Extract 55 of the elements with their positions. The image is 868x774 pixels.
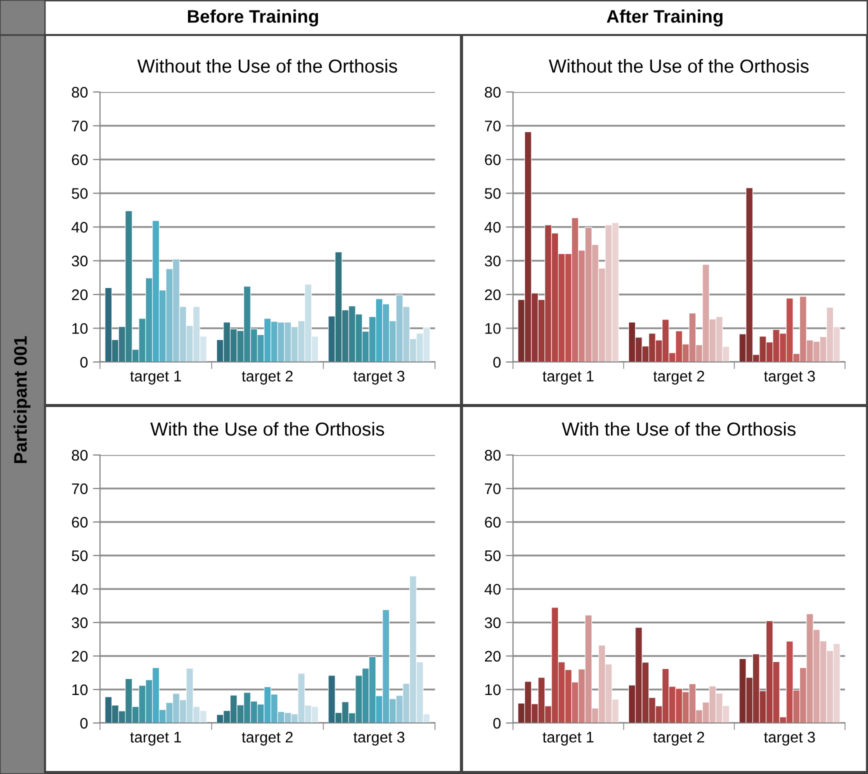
y-tick-label: 20	[484, 650, 501, 662]
chart-title: Without the Use of the Orthosis	[548, 58, 809, 73]
x-tick-label: target 1	[542, 732, 594, 746]
y-tick-label: 20	[72, 289, 88, 300]
x-tick-label: target 3	[764, 732, 815, 746]
x-tick-label: target 1	[542, 370, 594, 385]
y-tick-label: 20	[484, 289, 501, 300]
y-tick-label: 80	[484, 86, 501, 98]
y-tick-label: 70	[484, 120, 501, 132]
x-tick-label: target 1	[130, 732, 181, 746]
y-tick-label: 30	[484, 617, 501, 628]
y-tick-label: 30	[72, 256, 88, 266]
y-tick-label: 40	[72, 222, 88, 233]
y-tick-label: 50	[484, 550, 501, 562]
y-tick-label: 10	[485, 323, 501, 334]
text: After Training	[606, 10, 722, 26]
y-tick-label: 20	[72, 650, 88, 662]
text: Before Training	[188, 10, 318, 26]
x-tick-label: target 2	[242, 732, 293, 746]
y-tick-label: 10	[485, 684, 501, 696]
y-tick-label: 10	[72, 684, 88, 696]
chart-title: With the Use of the Orthosis	[562, 422, 796, 436]
x-tick-label: target 3	[353, 370, 404, 385]
y-tick-label: 50	[72, 188, 88, 199]
y-tick-label: 0	[493, 718, 501, 729]
y-tick-label: 50	[72, 550, 88, 562]
y-tick-label: 10	[72, 323, 88, 334]
y-tick-label: 30	[484, 256, 501, 266]
y-tick-label: 80	[72, 86, 88, 98]
y-tick-label: 70	[484, 483, 501, 494]
y-tick-label: 70	[72, 120, 88, 132]
x-tick-label: target 3	[764, 370, 815, 385]
y-tick-label: 60	[72, 516, 88, 528]
y-tick-label: 0	[80, 356, 88, 368]
y-tick-label: 0	[80, 718, 88, 729]
y-tick-label: 30	[72, 617, 88, 628]
x-tick-label: target 2	[653, 732, 704, 746]
y-tick-label: 0	[493, 356, 501, 368]
y-tick-label: 40	[484, 222, 501, 233]
y-tick-label: 40	[484, 584, 501, 595]
chart-title: With the Use of the Orthosis	[150, 422, 384, 436]
y-tick-label: 40	[72, 584, 88, 595]
x-tick-label: target 2	[653, 370, 704, 385]
y-tick-label: 80	[484, 450, 501, 461]
y-tick-label: 80	[72, 450, 88, 461]
chart-title: Without the Use of the Orthosis	[137, 58, 398, 73]
y-tick-label: 60	[484, 154, 501, 166]
y-tick-label: 60	[484, 516, 501, 528]
y-tick-label: 70	[72, 483, 88, 494]
y-tick-label: 50	[484, 188, 501, 199]
x-tick-label: target 2	[242, 370, 293, 385]
text: Participant 001	[14, 336, 30, 464]
y-tick-label: 60	[72, 154, 88, 166]
x-tick-label: target 3	[353, 732, 404, 746]
x-tick-label: target 1	[130, 370, 181, 385]
